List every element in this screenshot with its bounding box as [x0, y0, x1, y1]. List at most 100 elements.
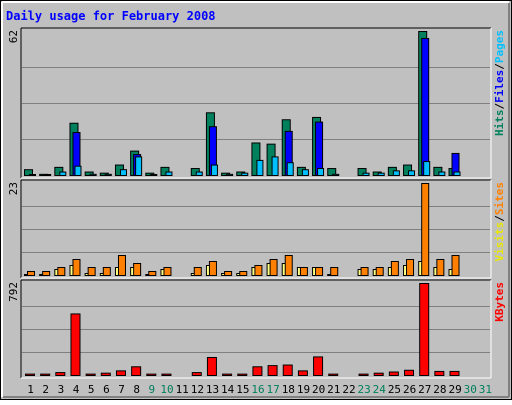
panel-max-label: 792 — [7, 282, 20, 302]
day-label-10: 10 — [160, 383, 173, 396]
bar-sites-day-26 — [406, 259, 415, 276]
bar-kbytes-day-18 — [282, 364, 293, 376]
bar-kbytes-day-17 — [267, 365, 278, 376]
bar-pages-day-7 — [119, 169, 127, 176]
bar-kbytes-day-3 — [55, 372, 66, 376]
bar-kbytes-day-6 — [100, 372, 111, 376]
bar-sites-day-3 — [57, 267, 66, 276]
bar-pages-day-23 — [362, 172, 370, 176]
panel-legend: Visits/Sites — [493, 182, 506, 262]
bar-pages-day-5 — [89, 173, 97, 177]
bar-kbytes-day-7 — [115, 370, 126, 377]
day-label-19: 19 — [297, 383, 310, 396]
day-label-31: 31 — [479, 383, 492, 396]
bar-kbytes-day-5 — [85, 373, 96, 376]
day-label-30: 30 — [464, 383, 477, 396]
bar-hits-day-1 — [24, 169, 33, 176]
bar-pages-day-14 — [226, 173, 234, 177]
bar-files-day-20 — [315, 121, 324, 176]
legend-files: Files — [493, 70, 506, 103]
panel-legend: Hits/Files/Pages — [493, 30, 506, 136]
bar-pages-day-12 — [195, 171, 203, 176]
legend-pages: Pages — [493, 30, 506, 63]
legend-visits: Visits — [493, 222, 506, 262]
bar-pages-day-26 — [408, 170, 416, 177]
bar-kbytes-day-12 — [191, 372, 202, 376]
day-label-3: 3 — [58, 383, 65, 396]
bar-pages-day-18 — [286, 162, 294, 176]
bar-sites-day-28 — [436, 259, 445, 276]
legend-sites: Sites — [493, 182, 506, 215]
day-label-25: 25 — [388, 383, 401, 396]
bar-pages-day-21 — [332, 173, 340, 177]
day-label-17: 17 — [267, 383, 280, 396]
legend-kbytes: KBytes — [493, 282, 506, 322]
bar-sites-day-25 — [390, 261, 399, 276]
bar-pages-day-28 — [438, 171, 446, 176]
day-label-8: 8 — [133, 383, 140, 396]
bar-pages-day-15 — [241, 172, 249, 176]
day-label-1: 1 — [27, 383, 34, 396]
day-label-7: 7 — [118, 383, 125, 396]
bar-sites-day-10 — [163, 267, 172, 276]
bar-sites-day-21 — [330, 267, 339, 276]
bar-kbytes-day-24 — [373, 372, 384, 376]
bar-kbytes-day-23 — [358, 373, 369, 376]
bar-kbytes-day-2 — [40, 373, 51, 376]
legend-separator: / — [493, 63, 506, 70]
bar-hits-day-16 — [251, 142, 261, 176]
bar-sites-day-19 — [299, 267, 308, 276]
bar-sites-day-7 — [117, 255, 126, 276]
day-label-11: 11 — [176, 383, 189, 396]
bar-kbytes-day-26 — [404, 369, 415, 377]
bar-kbytes-day-15 — [237, 373, 248, 376]
bar-kbytes-day-16 — [252, 366, 263, 376]
bar-sites-day-23 — [360, 267, 369, 276]
day-label-2: 2 — [42, 383, 49, 396]
chart-title: Daily usage for February 2008 — [6, 9, 216, 23]
day-label-14: 14 — [221, 383, 235, 396]
day-label-21: 21 — [327, 383, 340, 396]
bar-kbytes-day-8 — [131, 366, 142, 376]
day-label-22: 22 — [342, 383, 355, 396]
bar-sites-day-8 — [133, 263, 142, 276]
bar-pages-day-29 — [453, 171, 461, 176]
bar-kbytes-day-25 — [388, 371, 399, 376]
day-label-24: 24 — [373, 383, 387, 396]
bar-pages-day-2 — [44, 174, 52, 176]
panel-bottom: 792 KBytes — [7, 279, 506, 379]
bar-sites-day-12 — [193, 267, 202, 276]
legend-separator: / — [493, 103, 506, 110]
bar-hits-day-5 — [84, 171, 94, 176]
bar-kbytes-day-14 — [222, 373, 233, 376]
day-label-20: 20 — [312, 383, 325, 396]
bar-sites-day-2 — [42, 271, 51, 276]
day-label-6: 6 — [103, 383, 110, 396]
day-axis-labels: 1 2 3 4 5 6 7 8 9 10 11 12 13 14 15 16 17 18 19 20 21 22 23 24 2… — [27, 383, 492, 396]
bar-sites-day-14 — [224, 271, 233, 276]
bar-sites-day-4 — [72, 259, 81, 276]
bar-pages-day-27 — [423, 161, 431, 176]
bar-kbytes-day-13 — [206, 356, 217, 377]
bar-pages-day-19 — [301, 169, 309, 176]
bar-sites-day-27 — [421, 183, 430, 276]
day-label-23: 23 — [358, 383, 371, 396]
bar-files-day-27 — [421, 37, 430, 176]
bar-kbytes-day-1 — [25, 373, 35, 376]
bar-sites-day-13 — [208, 261, 217, 276]
bar-pages-day-8 — [135, 156, 143, 177]
panel-legend: KBytes — [493, 282, 506, 322]
bar-kbytes-day-21 — [328, 373, 339, 376]
day-label-29: 29 — [448, 383, 461, 396]
legend-separator: / — [493, 215, 506, 222]
bar-kbytes-day-19 — [297, 370, 308, 377]
bar-hits-day-23 — [357, 168, 367, 176]
bar-hits-day-10 — [160, 166, 170, 177]
bar-kbytes-day-28 — [434, 370, 445, 377]
legend-hits: Hits — [493, 110, 506, 137]
day-label-9: 9 — [149, 383, 156, 396]
bar-pages-day-4 — [74, 165, 82, 176]
